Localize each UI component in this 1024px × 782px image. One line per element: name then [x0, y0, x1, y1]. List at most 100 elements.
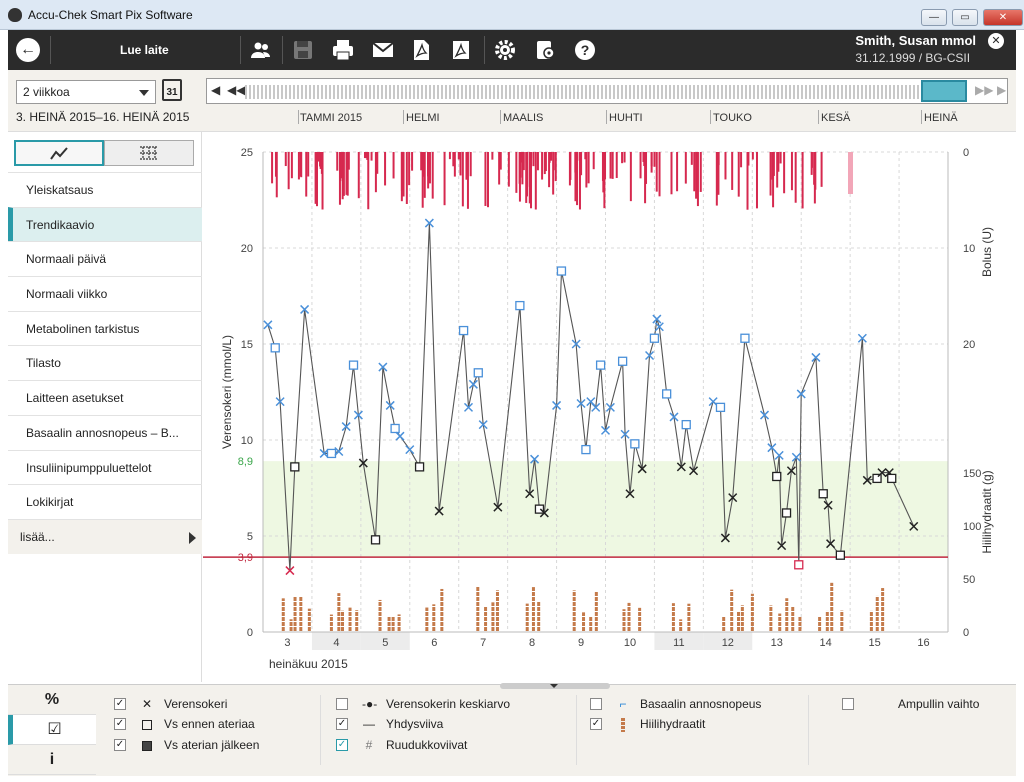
- nav-item-pump-lists[interactable]: Insuliinipumppuluettelot: [8, 449, 202, 485]
- nav-item-logbooks[interactable]: Lokikirjat: [8, 484, 202, 519]
- save-icon[interactable]: [290, 38, 316, 62]
- bolus-bar: [724, 152, 727, 180]
- x-axis-day-band: [311, 632, 361, 650]
- close-patient-button[interactable]: ✕: [988, 33, 1004, 49]
- bg-before-meal-point: [595, 360, 606, 370]
- help-icon[interactable]: ?: [572, 38, 598, 62]
- nav-item-standard-week[interactable]: Normaali viikko: [8, 276, 202, 311]
- legend-item-connect-line[interactable]: ✓ — Yhdysviiva: [336, 715, 576, 733]
- legend-checkbox[interactable]: ✓: [114, 718, 126, 730]
- chart-view-button[interactable]: [14, 140, 104, 166]
- carb-bar: [281, 598, 285, 632]
- device-settings-icon[interactable]: [532, 38, 558, 62]
- bolus-bar: [813, 152, 816, 204]
- nav-item-basal-rate[interactable]: Basaalin annosnopeus – B...: [8, 414, 202, 450]
- timeline-thumb[interactable]: [921, 80, 967, 102]
- period-dropdown[interactable]: 2 viikkoa: [16, 80, 156, 104]
- month-label: KESÄ: [821, 112, 851, 124]
- x-tick-label: 10: [624, 637, 636, 649]
- bg-reading-point: [625, 489, 635, 499]
- patients-icon[interactable]: [248, 38, 274, 62]
- nav-item-device-settings[interactable]: Laitteen asetukset: [8, 380, 202, 415]
- y-tick-label: 15: [241, 339, 253, 351]
- bolus-bar: [530, 152, 533, 159]
- month-label: TAMMI 2015: [300, 112, 363, 124]
- legend-item-carbs[interactable]: ✓ Hiilihydraatit: [590, 715, 800, 733]
- y-tick-label: 25: [241, 147, 253, 159]
- legend-checkbox[interactable]: ✓: [114, 698, 126, 710]
- settings-gear-icon[interactable]: [492, 38, 518, 62]
- x-axis-day-band: [703, 632, 753, 650]
- month-label: HUHTI: [609, 112, 643, 124]
- legend-collapse-handle[interactable]: [500, 683, 610, 689]
- nav-item-more[interactable]: lisää...: [8, 518, 202, 554]
- legend-checkbox[interactable]: ✓: [590, 718, 602, 730]
- carb-bar: [627, 602, 631, 632]
- read-device-button[interactable]: Lue laite: [120, 43, 169, 57]
- timeline-start-icon[interactable]: ◀: [211, 83, 221, 97]
- title-bar: Accu-Chek Smart Pix Software — ▭ ✕: [0, 0, 1024, 30]
- carb-bar: [740, 605, 744, 632]
- y-tick-label: 0: [247, 627, 253, 639]
- legend-item-bg-after-meal[interactable]: ✓ Vs aterian jälkeen: [114, 736, 314, 754]
- nav-item-statistics[interactable]: Tilasto: [8, 345, 202, 380]
- bg-before-meal-point: [662, 389, 672, 399]
- bg-before-meal-point: [818, 489, 828, 499]
- bolus-bar: [363, 152, 366, 159]
- email-icon[interactable]: [370, 38, 396, 62]
- bolus-bar: [578, 152, 581, 210]
- legend-item-bg[interactable]: ✓ ✕ Verensokeri: [114, 695, 314, 713]
- calendar-icon[interactable]: 31: [162, 79, 182, 101]
- tab-info[interactable]: i: [8, 745, 96, 775]
- trend-chart-svg: 0 5 10 15 20 25 8,9 3,9 Verensokeri (mmol/L) 0 10 2…: [203, 147, 994, 650]
- legend-checkbox[interactable]: [590, 698, 602, 710]
- print-icon[interactable]: [330, 38, 356, 62]
- pdf-export-icon[interactable]: [448, 38, 474, 62]
- bg-reading-point: [434, 506, 444, 516]
- nav-item-overview[interactable]: Yleiskatsaus: [8, 172, 202, 207]
- close-window-button[interactable]: ✕: [983, 9, 1023, 26]
- tab-percentage[interactable]: %: [8, 685, 96, 715]
- minimize-button[interactable]: —: [921, 9, 947, 26]
- timeline-scroller[interactable]: ◀ ◀◀ ▶▶ ▶: [206, 78, 1008, 104]
- nav-item-metabolic[interactable]: Metabolinen tarkistus: [8, 310, 202, 346]
- bolus-bar: [421, 152, 424, 208]
- legend-item-gridlines[interactable]: ✓ # Ruudukkoviivat: [336, 736, 576, 754]
- y-tick-label: 20: [241, 243, 253, 255]
- bolus-bar: [653, 152, 656, 167]
- legend-checkbox[interactable]: ✓: [114, 739, 126, 751]
- maximize-button[interactable]: ▭: [952, 9, 978, 26]
- bolus-bar: [696, 152, 699, 207]
- timeline-back-icon[interactable]: ◀◀: [227, 83, 246, 97]
- month-label: HEINÄ: [924, 112, 958, 124]
- table-view-button[interactable]: [104, 140, 194, 166]
- carb-bar: [537, 601, 541, 632]
- bolus-axis-title: Bolus (U): [980, 227, 994, 277]
- bolus-bar: [411, 152, 414, 171]
- bg-reading-point: [720, 533, 730, 543]
- bolus-bar: [717, 152, 720, 195]
- bolus-bar: [420, 152, 423, 171]
- bg-reading-point: [786, 466, 796, 476]
- pdf-icon[interactable]: [408, 38, 434, 62]
- legend-checkbox[interactable]: [336, 698, 348, 710]
- carb-bar: [589, 616, 593, 632]
- bolus-bar: [515, 152, 518, 193]
- legend-item-cartridge-change[interactable]: Ampullin vaihto: [842, 695, 1012, 713]
- carb-bar: [622, 609, 626, 632]
- legend-item-basal-rate[interactable]: ⌐ Basaalin annosnopeus: [590, 695, 800, 713]
- timeline-forward-icon[interactable]: ▶▶: [975, 83, 994, 97]
- bolus-bar: [392, 152, 395, 179]
- bg-before-meal-point: [781, 508, 792, 518]
- legend-item-bg-mean[interactable]: -●- Verensokerin keskiarvo: [336, 695, 576, 713]
- tab-legend[interactable]: ☑: [8, 715, 96, 745]
- back-button[interactable]: ←: [16, 38, 40, 62]
- nav-item-trend-chart[interactable]: Trendikaavio: [8, 206, 202, 242]
- legend-checkbox[interactable]: ✓: [336, 739, 348, 751]
- carb-tick-label: 50: [963, 574, 975, 586]
- legend-checkbox[interactable]: [842, 698, 854, 710]
- legend-checkbox[interactable]: ✓: [336, 718, 348, 730]
- nav-item-standard-day[interactable]: Normaali päivä: [8, 241, 202, 276]
- legend-item-bg-before-meal[interactable]: ✓ Vs ennen ateriaa: [114, 715, 314, 733]
- timeline-end-icon[interactable]: ▶: [997, 83, 1007, 97]
